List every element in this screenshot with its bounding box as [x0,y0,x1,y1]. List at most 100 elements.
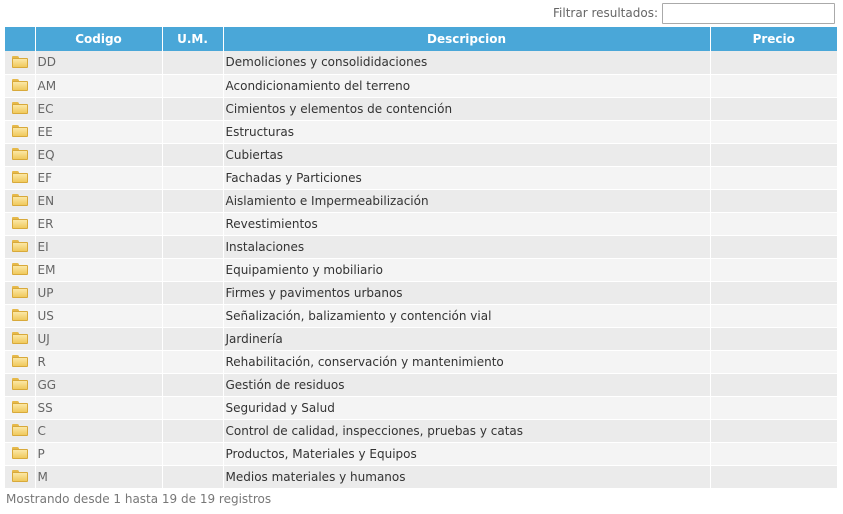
precio-cell [709,442,837,466]
um-cell [161,442,224,466]
table-row[interactable]: EM Equipamiento y mobiliario [5,258,837,282]
folder-icon[interactable] [11,309,28,321]
column-header-descripcion[interactable]: Descripcion [222,27,711,51]
codigo-cell: UJ [34,327,163,351]
table-row[interactable]: UJ Jardinería [5,327,837,351]
table-row[interactable]: EQ Cubiertas [5,143,837,167]
descripcion-cell: Gestión de residuos [222,373,711,397]
filter-input[interactable] [662,2,835,24]
folder-icon[interactable] [11,355,28,367]
table-row[interactable]: SS Seguridad y Salud [5,396,837,420]
folder-icon[interactable] [11,240,28,252]
table-row[interactable]: EE Estructuras [5,120,837,144]
um-cell [161,189,224,213]
table-row[interactable]: P Productos, Materiales y Equipos [5,442,837,466]
icon-cell [5,143,36,167]
folder-icon[interactable] [11,148,28,160]
icon-cell [5,281,36,305]
um-cell [161,419,224,443]
um-cell [161,396,224,420]
um-cell [161,51,224,75]
icon-cell [5,442,36,466]
um-cell [161,143,224,167]
descripcion-cell: Firmes y pavimentos urbanos [222,281,711,305]
codigo-cell: M [34,465,163,489]
icon-cell [5,258,36,282]
folder-icon[interactable] [11,79,28,91]
filter-label: Filtrar resultados: [553,6,658,20]
column-header-precio[interactable]: Precio [709,27,837,51]
um-cell [161,465,224,489]
precio-cell [709,419,837,443]
precio-cell [709,465,837,489]
table-row[interactable]: EF Fachadas y Particiones [5,166,837,190]
precio-cell [709,189,837,213]
descripcion-cell: Control de calidad, inspecciones, prueba… [222,419,711,443]
table-row[interactable]: UP Firmes y pavimentos urbanos [5,281,837,305]
um-cell [161,212,224,236]
codigo-cell: SS [34,396,163,420]
descripcion-cell: Estructuras [222,120,711,144]
column-header-um[interactable]: U.M. [161,27,224,51]
icon-cell [5,465,36,489]
um-cell [161,235,224,259]
precio-cell [709,143,837,167]
table-row[interactable]: DD Demoliciones y consolididaciones [5,51,837,75]
icon-cell [5,120,36,144]
um-cell [161,350,224,374]
table-row[interactable]: EC Cimientos y elementos de contención [5,97,837,121]
folder-icon[interactable] [11,263,28,275]
folder-icon[interactable] [11,55,28,68]
descripcion-cell: Cimientos y elementos de contención [222,97,711,121]
folder-icon[interactable] [11,332,28,344]
folder-icon[interactable] [11,378,28,390]
precio-cell [709,373,837,397]
folder-icon[interactable] [11,125,28,137]
folder-icon[interactable] [11,102,28,114]
column-header-codigo[interactable]: Codigo [34,27,163,51]
folder-icon[interactable] [11,470,28,482]
icon-cell [5,212,36,236]
descripcion-cell: Aislamiento e Impermeabilización [222,189,711,213]
folder-icon[interactable] [11,217,28,229]
table-row[interactable]: C Control de calidad, inspecciones, prueb… [5,419,837,443]
descripcion-cell: Equipamiento y mobiliario [222,258,711,282]
folder-icon[interactable] [11,194,28,206]
codigo-cell: EQ [34,143,163,167]
data-table-container: Codigo U.M. Descripcion Precio DD Demolic… [5,27,837,489]
column-header-icon [5,27,36,51]
codigo-cell: UP [34,281,163,305]
codigo-cell: ER [34,212,163,236]
table-row[interactable]: GG Gestión de residuos [5,373,837,397]
codigo-cell: EI [34,235,163,259]
folder-icon[interactable] [11,401,28,413]
folder-icon[interactable] [11,171,28,183]
folder-icon[interactable] [11,447,28,459]
precio-cell [709,235,837,259]
codigo-cell: EC [34,97,163,121]
table-row[interactable]: ER Revestimientos [5,212,837,236]
precio-cell [709,281,837,305]
precio-cell [709,258,837,282]
descripcion-cell: Fachadas y Particiones [222,166,711,190]
table-row[interactable]: US Señalización, balizamiento y contenció… [5,304,837,328]
folder-icon[interactable] [11,424,28,436]
icon-cell [5,304,36,328]
icon-cell [5,166,36,190]
table-row[interactable]: AM Acondicionamiento del terreno [5,74,837,98]
icon-cell [5,189,36,213]
precio-cell [709,327,837,351]
table-row[interactable]: R Rehabilitación, conservación y mantenim… [5,350,837,374]
codigo-cell: EN [34,189,163,213]
table-row[interactable]: EI Instalaciones [5,235,837,259]
codigo-cell: R [34,350,163,374]
precio-cell [709,74,837,98]
folder-icon[interactable] [11,286,28,298]
table-body: DD Demoliciones y consolididaciones AM Acon… [5,51,837,489]
table-row[interactable]: EN Aislamiento e Impermeabilización [5,189,837,213]
descripcion-cell: Señalización, balizamiento y contención … [222,304,711,328]
precio-cell [709,166,837,190]
um-cell [161,97,224,121]
precio-cell [709,304,837,328]
table-row[interactable]: M Medios materiales y humanos [5,465,837,489]
